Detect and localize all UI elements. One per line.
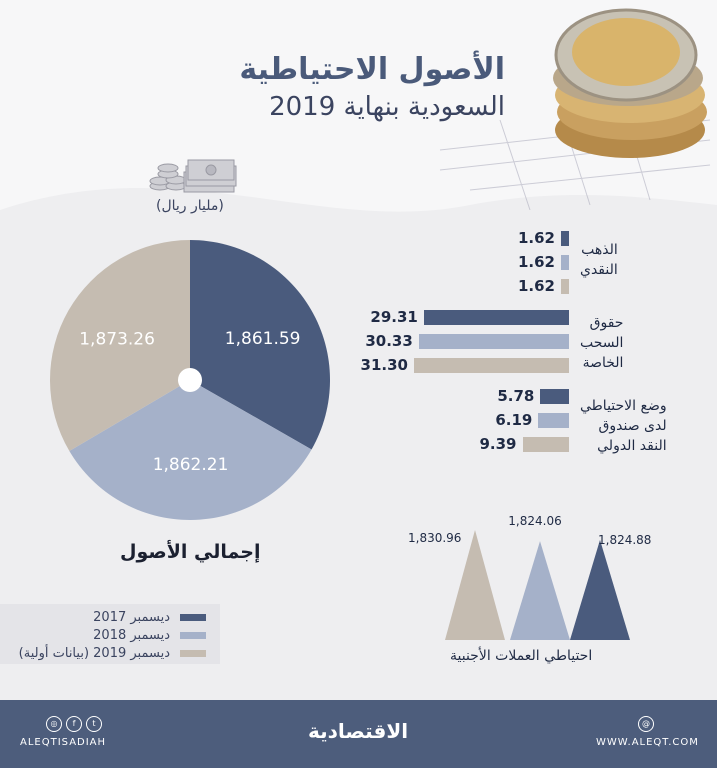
pie-slice-2: [49, 240, 190, 452]
money-icon: [149, 159, 237, 193]
bar-sdr-0: [423, 310, 569, 325]
coins-illustration: [439, 8, 711, 210]
bar-imf-0: [540, 389, 569, 404]
pie-value-label-1: 1,862.21: [153, 455, 229, 475]
group-label-imf-line1: وضع الاحتياطي: [580, 398, 667, 414]
bar-value-imf-0: 5.78: [497, 387, 535, 405]
unit-label: (مليار ريال): [156, 198, 224, 214]
bar-gold-0: [560, 231, 569, 246]
group-label-sdr-line3: الخاصة: [582, 355, 624, 371]
legend-label-2018: ديسمبر 2018: [93, 628, 170, 643]
fx-reserve-chart: 1,824.88 1,824.06 1,830.96: [408, 514, 651, 640]
bar-sdr-2: [414, 358, 569, 373]
bar-value-gold-2: 1.62: [517, 277, 555, 295]
bar-value-gold-1: 1.62: [517, 253, 555, 271]
group-label-imf-line3: النقد الدولي: [597, 438, 667, 454]
group-label-gold-line1: الذهب: [581, 242, 618, 258]
page-subtitle: السعودية بنهاية 2019: [269, 92, 505, 122]
pie-slice-0: [190, 240, 331, 450]
group-label-imf: وضع الاحتياطي لدى صندوق النقد الدولي: [580, 396, 667, 456]
bar-value-gold-0: 1.62: [517, 229, 555, 247]
fx-cone-label-0: 1,824.88: [598, 533, 651, 547]
fx-cone-2: [445, 530, 505, 640]
brand-logo: الاقتصادية: [308, 719, 409, 743]
facebook-icon[interactable]: f: [66, 716, 82, 732]
pie-chart-title: إجمالي الأصول: [120, 541, 261, 563]
group-label-sdr: حقوق السحب الخاصة: [580, 313, 623, 373]
legend-swatch-2018: [180, 632, 206, 639]
group-label-imf-line2: لدى صندوق: [598, 418, 667, 434]
bar-value-imf-2: 9.39: [479, 435, 517, 453]
website-icon[interactable]: @: [638, 716, 654, 732]
bar-value-sdr-0: 29.31: [370, 308, 418, 326]
bar-value-imf-1: 6.19: [495, 411, 533, 429]
pie-center-hole: [178, 368, 202, 392]
social-handle: ALEQTISADIAH: [20, 737, 107, 748]
website-link[interactable]: WWW.ALEQT.COM: [596, 737, 699, 748]
fx-cone-label-2: 1,830.96: [408, 531, 461, 545]
legend-item-2017: ديسمبر 2017: [93, 610, 206, 625]
header-wave: [0, 187, 717, 240]
group-label-gold-line2: النقدي: [580, 262, 618, 278]
group-label-sdr-line2: السحب: [580, 335, 624, 351]
legend-label-2017: ديسمبر 2017: [93, 610, 170, 625]
bar-gold-1: [560, 255, 569, 270]
bar-value-sdr-2: 31.30: [360, 356, 408, 374]
page-title: الأصول الاحتياطية: [239, 52, 505, 87]
footer: [0, 700, 717, 768]
instagram-icon[interactable]: ◎: [46, 716, 62, 732]
twitter-icon[interactable]: t: [86, 716, 102, 732]
fx-cone-label-1: 1,824.06: [508, 514, 561, 528]
bar-sdr-1: [418, 334, 569, 349]
bar-imf-2: [522, 437, 569, 452]
bar-charts: 1.62 1.62 1.62 29.31 30.33 31.30 5.78 6.19 9.39: [360, 229, 569, 453]
legend-label-2019: ديسمبر 2019 (بيانات أولية): [18, 646, 170, 661]
group-label-gold: الذهب النقدي: [580, 240, 618, 280]
pie-slice-1: [69, 380, 312, 521]
bar-gold-2: [560, 279, 569, 294]
pie-value-label-2: 1,873.26: [79, 329, 155, 349]
bar-imf-1: [538, 413, 569, 428]
pie-value-label-0: 1,861.59: [225, 329, 301, 349]
fx-chart-title: احتياطي العملات الأجنبية: [450, 648, 593, 664]
fx-cone-1: [510, 541, 570, 640]
legend-swatch-2019: [180, 650, 206, 657]
bar-value-sdr-1: 30.33: [365, 332, 413, 350]
fx-cone-0: [570, 539, 630, 640]
legend: ديسمبر 2017 ديسمبر 2018 ديسمبر 2019 (بيا…: [0, 604, 220, 664]
group-label-sdr-line1: حقوق: [589, 315, 624, 331]
assets-pie-chart: 1,861.59 1,862.21 1,873.26: [49, 240, 331, 521]
legend-swatch-2017: [180, 614, 206, 621]
legend-item-2019: ديسمبر 2019 (بيانات أولية): [19, 646, 206, 661]
legend-item-2018: ديسمبر 2018: [93, 628, 206, 643]
